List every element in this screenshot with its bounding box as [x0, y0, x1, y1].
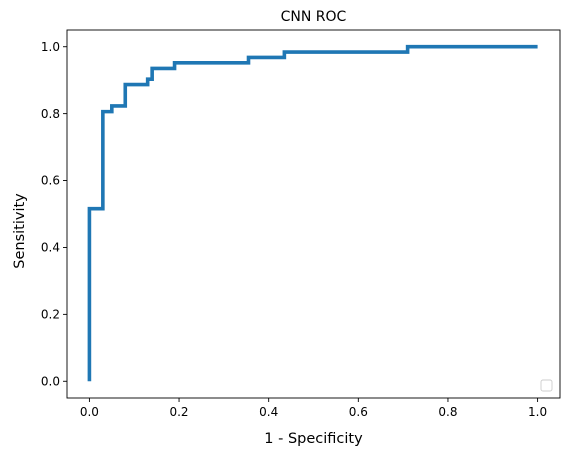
x-tick-label: 0.2	[169, 405, 188, 419]
y-tick-label: 1.0	[41, 40, 60, 54]
legend-box	[540, 379, 553, 392]
y-tick-label: 0.8	[41, 107, 60, 121]
plot-area: 0.0 0.2 0.4 0.6 0.8 1.0 0.0 0.2 0.4 0.6 0.8 1.0	[41, 29, 561, 419]
y-tick-label: 0.0	[41, 374, 60, 388]
y-tick-label: 0.2	[41, 308, 60, 322]
x-tick-label: 0.4	[259, 405, 278, 419]
x-axis-label: 1 - Specificity	[264, 431, 363, 447]
roc-curve-line	[87, 44, 538, 382]
plot-frame	[66, 29, 561, 399]
chart-title: CNN ROC	[281, 9, 347, 25]
x-tick-label: 0.8	[438, 405, 457, 419]
y-tick-label: 0.4	[41, 241, 60, 255]
x-tick-label: 0.6	[349, 405, 368, 419]
y-tick-label: 0.6	[41, 174, 60, 188]
x-tick-label: 1.0	[528, 405, 547, 419]
x-tick-label: 0.0	[80, 405, 99, 419]
y-axis-label: Sensitivity	[12, 193, 28, 269]
